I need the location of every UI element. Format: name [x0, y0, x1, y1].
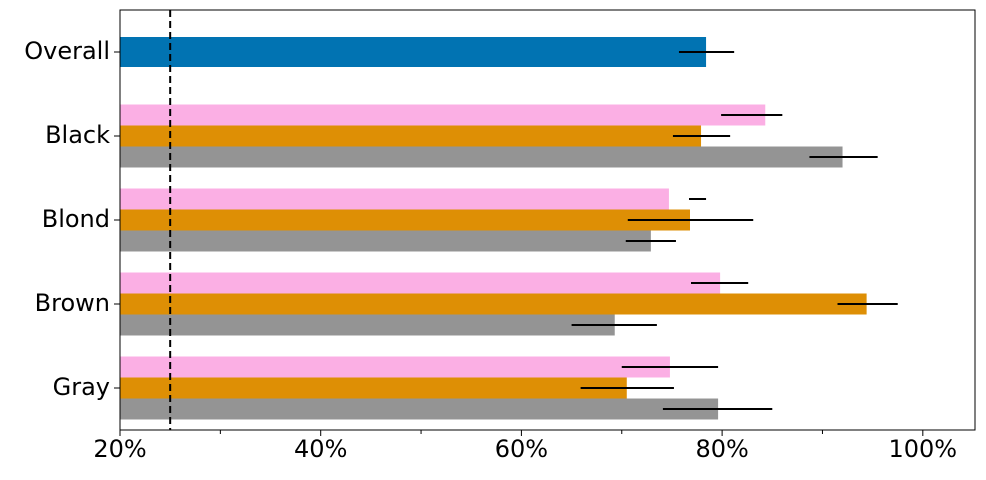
y-tick-label: Black: [45, 121, 110, 149]
x-tick-label: 80%: [695, 435, 748, 463]
x-tick-label: 60%: [495, 435, 548, 463]
bar: [120, 293, 867, 315]
bar: [120, 314, 615, 336]
y-tick-label: Brown: [35, 289, 110, 317]
bar: [120, 146, 843, 168]
bar: [120, 356, 670, 378]
y-tick-label: Blond: [42, 205, 110, 233]
bar: [120, 188, 669, 210]
bar: [120, 230, 651, 252]
y-tick-label: Overall: [24, 37, 110, 65]
x-tick-label: 20%: [93, 435, 146, 463]
bar: [120, 209, 690, 231]
bar: [120, 272, 721, 294]
bar: [120, 377, 627, 399]
x-tick-label: 100%: [889, 435, 958, 463]
bar: [120, 37, 707, 67]
bar: [120, 104, 766, 126]
bar: [120, 125, 702, 147]
plot-frame: [119, 9, 976, 431]
x-tick-label: 40%: [294, 435, 347, 463]
y-tick-label: Gray: [53, 373, 110, 401]
bar: [120, 398, 719, 420]
